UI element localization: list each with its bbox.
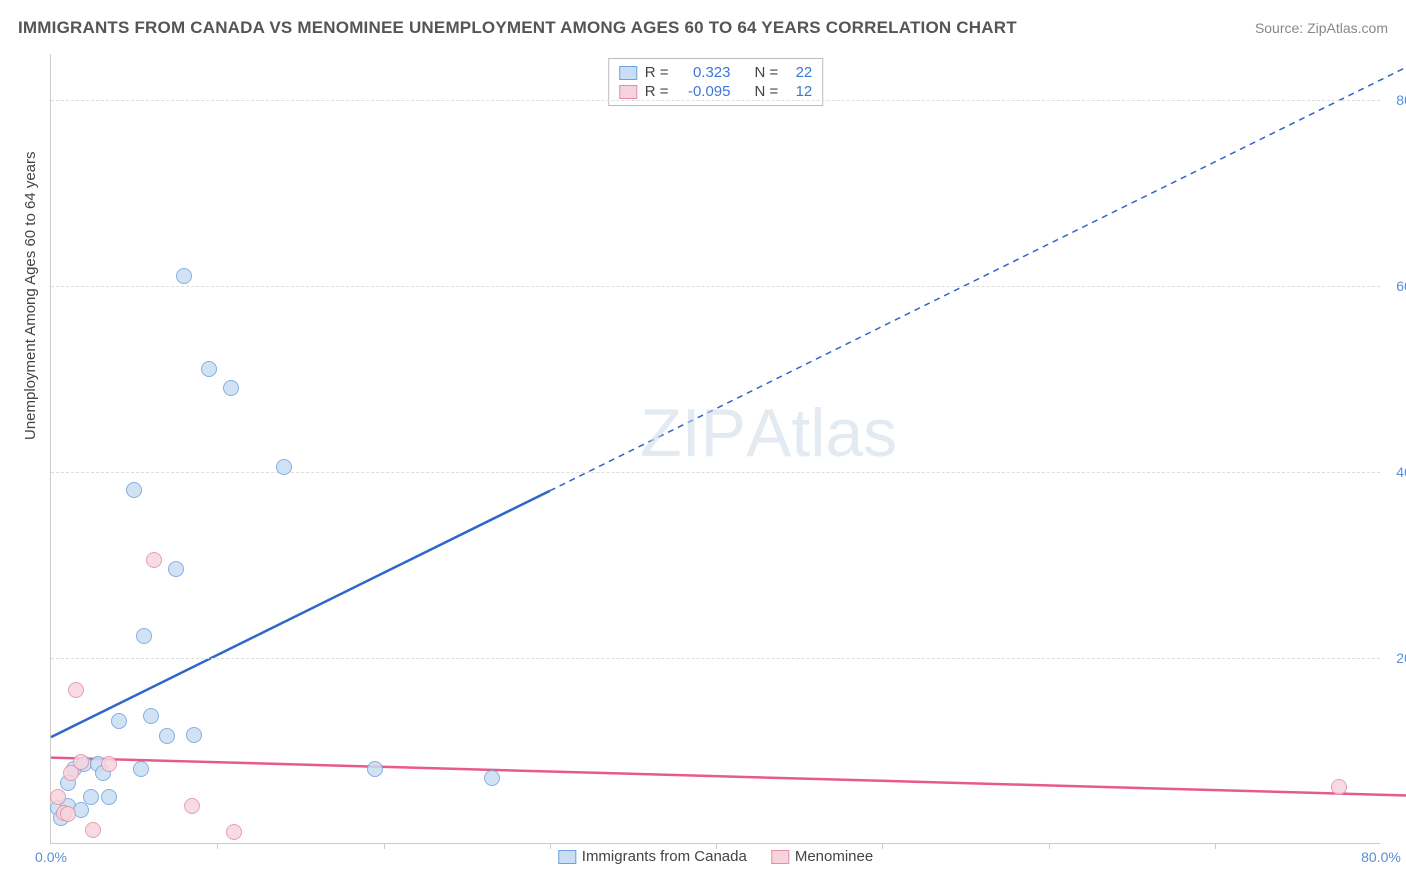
- data-point-menominee: [50, 789, 66, 805]
- data-point-menominee: [226, 824, 242, 840]
- legend-row-canada: R = 0.323 N = 22: [619, 63, 813, 82]
- x-tick-label: 80.0%: [1361, 849, 1401, 865]
- legend-n-label: N =: [755, 64, 779, 81]
- gridline: [51, 286, 1380, 287]
- y-axis-title: Unemployment Among Ages 60 to 64 years: [22, 151, 39, 440]
- y-tick-label: 20.0%: [1386, 650, 1406, 666]
- data-point-canada: [143, 708, 159, 724]
- data-point-menominee: [101, 756, 117, 772]
- x-tick-mark: [882, 843, 883, 849]
- x-tick-mark: [1049, 843, 1050, 849]
- x-tick-mark: [716, 843, 717, 849]
- data-point-canada: [126, 482, 142, 498]
- y-tick-label: 40.0%: [1386, 464, 1406, 480]
- gridline: [51, 658, 1380, 659]
- legend-row-menominee: R = -0.095 N = 12: [619, 82, 813, 101]
- legend-r-value-canada: 0.323: [677, 64, 731, 81]
- data-point-canada: [101, 789, 117, 805]
- data-point-menominee: [146, 552, 162, 568]
- data-point-canada: [201, 361, 217, 377]
- data-point-canada: [223, 380, 239, 396]
- x-tick-mark: [384, 843, 385, 849]
- legend-r-label: R =: [645, 83, 669, 100]
- scatter-plot: ZIPAtlas R =0.323N =22R =-0.095N =12 Imm…: [50, 54, 1380, 844]
- x-tick-mark: [217, 843, 218, 849]
- trend-line-extrapolated-canada: [550, 63, 1406, 491]
- legend-swatch-menominee: [771, 850, 789, 864]
- y-tick-label: 60.0%: [1386, 278, 1406, 294]
- data-point-menominee: [60, 806, 76, 822]
- legend-item-menominee: Menominee: [771, 848, 873, 865]
- y-tick-label: 80.0%: [1386, 92, 1406, 108]
- data-point-canada: [186, 727, 202, 743]
- legend-label-menominee: Menominee: [795, 848, 873, 865]
- chart-title: IMMIGRANTS FROM CANADA VS MENOMINEE UNEM…: [18, 18, 1017, 38]
- data-point-menominee: [68, 682, 84, 698]
- legend-n-value-canada: 22: [786, 64, 812, 81]
- gridline: [51, 472, 1380, 473]
- data-point-canada: [484, 770, 500, 786]
- legend-swatch-canada: [619, 66, 637, 80]
- legend-swatch-canada: [558, 850, 576, 864]
- gridline: [51, 100, 1380, 101]
- x-tick-mark: [1215, 843, 1216, 849]
- data-point-menominee: [184, 798, 200, 814]
- data-point-canada: [176, 268, 192, 284]
- data-point-canada: [111, 713, 127, 729]
- data-point-canada: [133, 761, 149, 777]
- correlation-legend: R = 0.323 N = 22 R = -0.095 N = 12: [608, 58, 824, 106]
- trend-line-menominee: [51, 758, 1406, 796]
- legend-n-label: N =: [755, 83, 779, 100]
- data-point-canada: [367, 761, 383, 777]
- data-point-canada: [83, 789, 99, 805]
- legend-n-value-menominee: 12: [786, 83, 812, 100]
- source-attribution: Source: ZipAtlas.com: [1255, 20, 1388, 36]
- data-point-menominee: [85, 822, 101, 838]
- data-point-canada: [159, 728, 175, 744]
- legend-item-canada: Immigrants from Canada: [558, 848, 747, 865]
- data-point-canada: [168, 561, 184, 577]
- data-point-menominee: [73, 754, 89, 770]
- legend-label-canada: Immigrants from Canada: [582, 848, 747, 865]
- legend-r-label: R =: [645, 64, 669, 81]
- data-point-canada: [276, 459, 292, 475]
- data-point-canada: [136, 628, 152, 644]
- x-tick-mark: [550, 843, 551, 849]
- data-point-menominee: [1331, 779, 1347, 795]
- x-tick-label: 0.0%: [35, 849, 67, 865]
- trend-line-canada: [51, 491, 550, 737]
- legend-r-value-menominee: -0.095: [677, 83, 731, 100]
- series-legend: Immigrants from Canada Menominee: [558, 848, 873, 865]
- legend-swatch-menominee: [619, 85, 637, 99]
